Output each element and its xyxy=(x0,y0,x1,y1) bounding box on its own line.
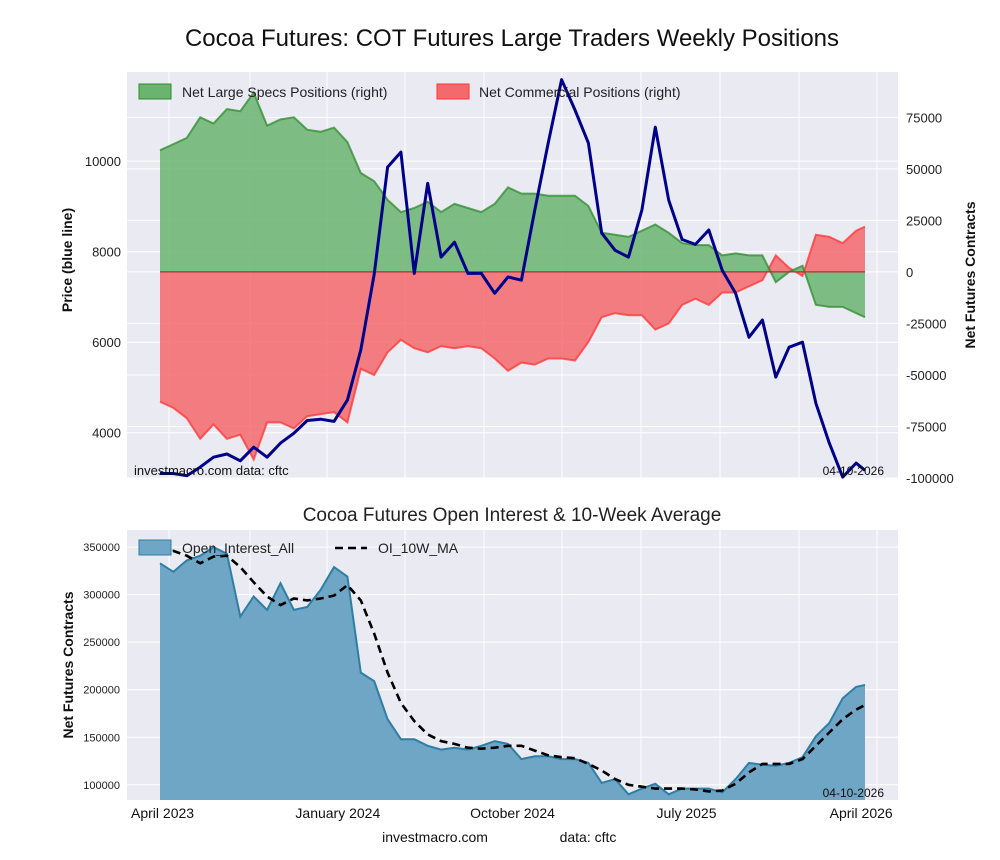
x-tick-label: April 2023 xyxy=(131,805,194,821)
y-tick-label-left: 10000 xyxy=(85,154,121,169)
y-tick-label: 350000 xyxy=(83,542,120,554)
legend-label-ma: OI_10W_MA xyxy=(378,540,459,556)
y-tick-label-right: 25000 xyxy=(906,213,942,228)
main-title: Cocoa Futures: COT Futures Large Traders… xyxy=(185,25,839,52)
legend-label-open-interest: Open_Interest_All xyxy=(182,540,294,556)
y-axis-label-left: Price (blue line) xyxy=(59,208,75,312)
annotation-date: 04-10-2026 xyxy=(823,464,885,478)
legend-label-commercial: Net Commercial Positions (right) xyxy=(479,84,681,100)
open-interest-line xyxy=(159,545,866,796)
legend-swatch-open-interest xyxy=(138,539,172,556)
y-tick-label-left: 8000 xyxy=(92,245,121,260)
y-tick-label-right: 75000 xyxy=(906,110,942,125)
oi-10w-ma-line xyxy=(159,549,866,793)
legend-swatch-commercial xyxy=(436,83,470,100)
y-tick-label: 250000 xyxy=(83,637,120,649)
y-axis-label-right: Net Futures Contracts xyxy=(962,201,978,348)
legend-swatch-specs xyxy=(138,83,172,100)
y-tick-label-right: -50000 xyxy=(906,368,946,383)
annotation-source: investmacro.com data: cftc xyxy=(134,463,289,478)
y-tick-label-right: -75000 xyxy=(906,419,946,434)
x-tick-label: April 2026 xyxy=(830,805,893,821)
y-tick-label-right: 50000 xyxy=(906,162,942,177)
oi-chart-title: Cocoa Futures Open Interest & 10-Week Av… xyxy=(303,505,722,526)
footer-site: investmacro.com xyxy=(382,829,488,845)
y-tick-label-right: 0 xyxy=(906,265,913,280)
x-tick-label: October 2024 xyxy=(470,805,555,821)
price-line xyxy=(160,78,866,479)
x-tick-label: July 2025 xyxy=(657,805,717,821)
open-interest-area xyxy=(160,547,865,800)
legend-label-specs: Net Large Specs Positions (right) xyxy=(182,84,387,100)
y-tick-label: 300000 xyxy=(83,590,120,602)
annotation-date: 04-10-2026 xyxy=(823,786,885,800)
y-axis-label: Net Futures Contracts xyxy=(60,591,76,738)
x-tick-label: January 2024 xyxy=(295,805,380,821)
y-tick-label-right: -25000 xyxy=(906,316,946,331)
specs-positions-area xyxy=(160,92,865,318)
y-tick-label-left: 6000 xyxy=(92,335,121,350)
y-tick-label: 100000 xyxy=(83,780,120,792)
y-tick-label: 150000 xyxy=(83,732,120,744)
commercial-positions-line xyxy=(159,225,866,462)
commercial-positions-area xyxy=(160,226,865,460)
y-tick-label-left: 4000 xyxy=(92,426,121,441)
open-interest-chart: Cocoa Futures Open Interest & 10-Week Av… xyxy=(60,505,898,821)
positions-chart: 4000 6000 8000 10000 -100000 -75000 -50000 -250… xyxy=(59,72,978,486)
y-tick-label-right: -100000 xyxy=(906,471,954,486)
specs-positions-line xyxy=(159,90,866,319)
footer-source: data: cftc xyxy=(560,829,617,845)
y-tick-label: 200000 xyxy=(83,685,120,697)
